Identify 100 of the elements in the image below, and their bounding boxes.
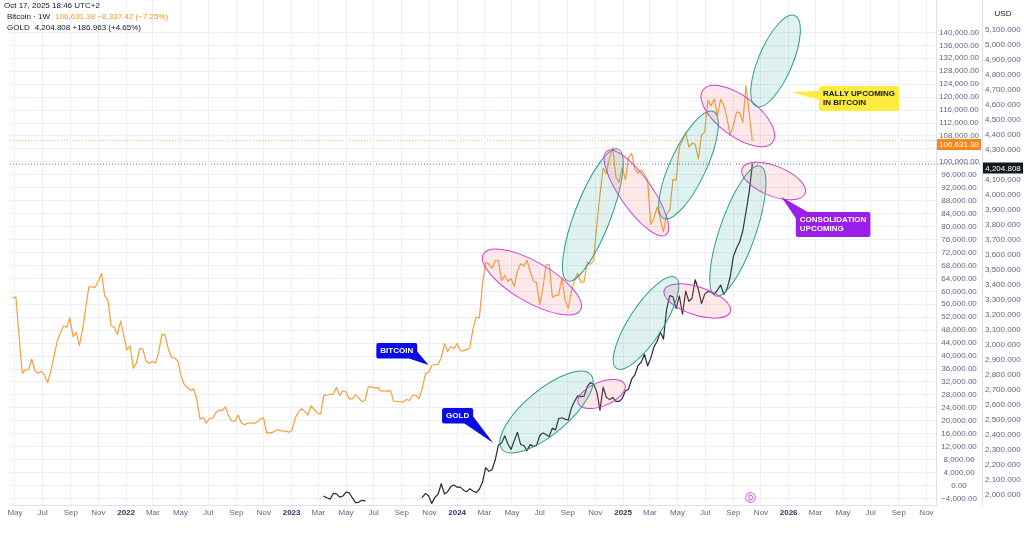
x-tick-label: Jul: [700, 508, 711, 517]
y-tick-label: 120,000.00: [939, 92, 980, 102]
y2-tick-label: 5,100.000: [985, 25, 1022, 35]
x-tick-label: Nov: [588, 508, 603, 517]
y2-tick-label: 4,400.000: [985, 130, 1022, 140]
y-tick-label: 128,000.00: [939, 66, 980, 76]
annotation: BITCOIN: [380, 345, 414, 355]
y-tick-label: 16,000.00: [941, 428, 978, 438]
x-tick-label: Sep: [726, 508, 741, 517]
x-tick-label: Nov: [422, 508, 437, 517]
x-tick-label: Sep: [560, 508, 576, 517]
x-tick-label: Sep: [394, 508, 410, 517]
y-tick-label: 56,000.00: [941, 299, 978, 309]
y-tick-label: −4,000.00: [941, 493, 978, 503]
y2-tick-label: 3,500.000: [985, 264, 1022, 274]
y-tick-label: 136,000.00: [939, 40, 980, 50]
ref-line-label: 4,204.808: [985, 163, 1022, 173]
x-tick-label: May: [338, 508, 354, 517]
y-tick-label: 84,000.00: [941, 208, 978, 218]
y2-tick-label: 2,000.000: [985, 489, 1022, 499]
x-tick-label: Nov: [919, 508, 934, 517]
x-tick-label: 2023: [282, 508, 302, 517]
y2-tick-label: 4,500.000: [985, 115, 1022, 125]
annotation: Bitcoin · 1W: [7, 12, 51, 22]
x-tick-label: 2025: [614, 508, 633, 517]
x-tick-label: Jul: [865, 508, 877, 517]
y2-tick-label: 3,400.000: [985, 279, 1022, 289]
y-tick-label: 28,000.00: [941, 390, 978, 400]
y2-tick-label: 3,600.000: [985, 249, 1022, 259]
y2-tick-label: 2,700.000: [985, 384, 1022, 394]
x-tick-label: Jul: [203, 508, 214, 517]
y-tick-label: 48,000.00: [941, 325, 978, 335]
x-tick-label: Jul: [534, 508, 545, 517]
y-tick-label: 132,000.00: [939, 53, 980, 63]
y-tick-label: 20,000.00: [941, 416, 978, 426]
y2-tick-label: 4,600.000: [985, 100, 1022, 110]
y-tick-label: 4,000.00: [943, 467, 976, 477]
y-tick-label: 72,000.00: [941, 247, 978, 257]
y-tick-label: 124,000.00: [939, 79, 980, 89]
y-tick-label: 24,000.00: [941, 403, 978, 413]
y-tick-label: 44,000.00: [941, 338, 978, 348]
x-tick-label: Sep: [229, 508, 244, 517]
y2-tick-label: 4,300.000: [985, 145, 1022, 155]
y2-tick-label: 2,100.000: [985, 474, 1022, 484]
y-tick-label: 36,000.00: [941, 364, 978, 374]
y2-tick-label: 2,500.000: [985, 414, 1022, 424]
y-tick-label: 92,000.00: [941, 182, 978, 192]
y-tick-label: 140,000.00: [939, 27, 980, 37]
x-tick-label: Mar: [477, 508, 492, 517]
x-tick-label: 2026: [779, 508, 799, 517]
x-tick-label: May: [504, 508, 520, 517]
annotation: Oct 17, 2025 18:46 UTC+2: [4, 1, 101, 11]
y2-tick-label: 4,000.000: [985, 190, 1022, 200]
y-tick-label: 80,000.00: [941, 221, 978, 231]
x-tick-label: Mar: [808, 508, 823, 517]
x-tick-label: Mar: [145, 508, 161, 517]
annotation: 4,204.808 +186.963 (+4.65%): [34, 23, 142, 33]
y-tick-label: 40,000.00: [941, 351, 978, 361]
x-tick-label: Sep: [891, 508, 907, 517]
y-tick-label: 88,000.00: [941, 195, 978, 205]
y2-tick-label: 4,700.000: [985, 85, 1022, 95]
y-tick-label: 32,000.00: [941, 377, 978, 387]
x-tick-label: 2022: [117, 508, 136, 517]
y2-tick-label: 3,800.000: [985, 219, 1022, 229]
y2-tick-label: 3,700.000: [985, 234, 1022, 244]
x-tick-label: Nov: [753, 508, 769, 517]
x-tick-label: Jul: [368, 508, 380, 517]
y2-tick-label: 2,400.000: [985, 429, 1022, 439]
annotation: GOLD: [7, 23, 30, 33]
y2-tick-label: 2,600.000: [985, 399, 1022, 409]
annotation: 106,631.38 −8,337.42 (−7.25%): [55, 12, 169, 22]
y-tick-label: 52,000.00: [941, 312, 978, 322]
y2-tick-label: 4,100.000: [985, 175, 1022, 185]
annotation: CONSOLIDATION UPCOMING: [799, 214, 867, 234]
y2-tick-label: 2,300.000: [985, 444, 1022, 454]
y2-tick-label: 3,300.000: [985, 294, 1022, 304]
y-tick-label: 0.00: [951, 480, 968, 490]
x-tick-label: Nov: [91, 508, 106, 517]
ref-line-label: 106,631.38: [938, 139, 980, 149]
y2-tick-label: 3,200.000: [985, 309, 1022, 319]
x-tick-label: Nov: [256, 508, 272, 517]
y2-tick-label: 4,900.000: [985, 55, 1022, 65]
y2-tick-label: 2,800.000: [985, 369, 1022, 379]
y-tick-label: 96,000.00: [941, 170, 978, 180]
y2-axis-title: USD: [994, 9, 1012, 19]
y2-tick-label: 3,900.000: [985, 205, 1022, 214]
x-tick-label: May: [172, 508, 189, 517]
y-tick-label: 64,000.00: [941, 273, 978, 283]
y-tick-label: 100,000.00: [939, 157, 980, 167]
y-tick-label: 12,000.00: [941, 441, 978, 451]
y2-tick-label: 5,000.000: [985, 40, 1022, 50]
annotation: GOLD: [446, 410, 470, 420]
x-tick-label: Sep: [63, 508, 79, 517]
x-tick-label: 2024: [448, 508, 467, 517]
y-tick-label: 76,000.00: [941, 234, 978, 244]
y-tick-label: 8,000.00: [943, 454, 976, 464]
y-tick-label: 116,000.00: [939, 105, 980, 115]
y2-tick-label: 3,100.000: [985, 324, 1022, 334]
y-tick-label: 112,000.00: [939, 118, 980, 128]
x-tick-label: May: [835, 508, 851, 517]
